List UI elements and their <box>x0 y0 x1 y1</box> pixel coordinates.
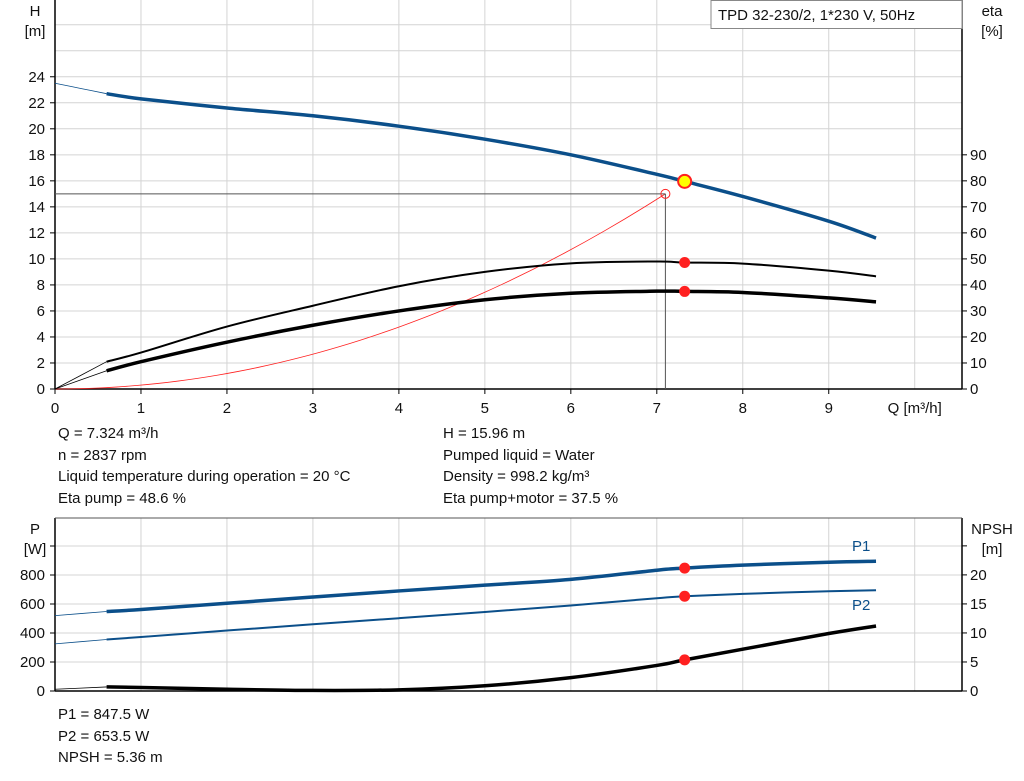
eta-pump-motor-curve <box>106 289 877 373</box>
y-right-axis-label: eta <box>982 3 1004 20</box>
x-tick-label: 0 <box>51 400 59 417</box>
y-left-tick-label: 4 <box>37 329 45 346</box>
y-right-tick-label: 40 <box>970 277 987 294</box>
legend-title: TPD 32-230/2, 1*230 V, 50Hz <box>718 7 915 24</box>
y-right-tick-label: 50 <box>970 251 987 268</box>
y-left-tick-label: 20 <box>28 121 45 138</box>
y-right-tick-label: 0 <box>970 381 978 398</box>
readout-eta-pump-motor: Eta pump+motor = 37.5 % <box>443 489 619 507</box>
eta-pump-curve-extrapolated <box>54 361 107 390</box>
readout-density: Density = 998.2 kg/m³ <box>443 468 590 485</box>
x-tick-label: 7 <box>653 400 661 417</box>
readout-eta-pump: Eta pump = 48.6 % <box>58 489 186 507</box>
y-right-tick-label: 20 <box>970 329 987 346</box>
y-right-tick-label: 5 <box>970 654 978 671</box>
NPSH-curve-extrapolated <box>54 686 107 690</box>
readouts-left: Q = 7.324 m³/h n = 2837 rpm Liquid tempe… <box>58 423 350 509</box>
eta-pump-curve <box>106 260 877 363</box>
power-npsh-chart: 0 200 400 600 800 0 5 10 15 20 P [W] NPSH [m] P1 P2 <box>20 517 1013 700</box>
y-left-tick-label: 0 <box>37 381 45 398</box>
x-axis-label: Q [m³/h] <box>888 400 942 417</box>
y-left-tick-label: 16 <box>28 173 45 190</box>
eta-pump-motor-duty-marker <box>679 285 691 297</box>
x-tick-label: 2 <box>223 400 231 417</box>
requested-point-marker <box>660 188 671 199</box>
y-left-tick-label: 6 <box>37 303 45 320</box>
y-left-tick-label: 22 <box>28 95 45 112</box>
P2-curve-extrapolated <box>54 639 107 645</box>
y-left-tick-label: 24 <box>28 69 45 86</box>
system-curve <box>54 193 666 390</box>
head-efficiency-chart: 0246810121416182022240102030405060708090… <box>25 0 1004 417</box>
y-right-tick-label: 80 <box>970 173 987 190</box>
y-right-tick-label: 0 <box>970 683 978 700</box>
y-right-tick-label: 90 <box>970 147 987 164</box>
P1-duty-marker <box>679 562 691 574</box>
y-left-tick-label: 12 <box>28 225 45 242</box>
y-right-tick-label: 70 <box>970 199 987 216</box>
NPSH-curve <box>106 624 877 693</box>
x-tick-label: 4 <box>395 400 403 417</box>
P2-duty-marker <box>679 590 691 602</box>
readout-temperature: Liquid temperature during operation = 20… <box>58 468 351 485</box>
readout-h: H = 15.96 m <box>443 425 526 442</box>
y-right-tick-label: 30 <box>970 303 987 320</box>
y-left-tick-label: 800 <box>20 567 45 584</box>
readout-npsh: NPSH = 5.36 m <box>58 749 163 766</box>
readout-n: n = 2837 rpm <box>58 446 147 464</box>
y-right-tick-label: 15 <box>970 596 987 613</box>
readout-q: Q = 7.324 m³/h <box>58 425 159 442</box>
H-curve <box>106 91 877 240</box>
eta-pump-duty-marker <box>679 257 691 269</box>
y-right-tick-label: 60 <box>970 225 987 242</box>
x-tick-label: 6 <box>567 400 575 417</box>
y-right-axis-unit: [%] <box>981 23 1003 40</box>
readouts-bottom: P1 = 847.5 W P2 = 653.5 W NPSH = 5.36 m <box>58 704 163 769</box>
eta-pump-motor-curve-extrapolated <box>54 370 107 390</box>
y-right-tick-label: 20 <box>970 567 987 584</box>
y-right-tick-label: 10 <box>970 625 987 642</box>
legend-box: TPD 32-230/2, 1*230 V, 50Hz <box>710 0 963 29</box>
P1-curve <box>106 559 877 614</box>
duty-point-marker <box>677 173 693 189</box>
y-left-tick-label: 18 <box>28 147 45 164</box>
y-right-axis-unit: [m] <box>982 541 1003 558</box>
y-left-axis-label: H <box>30 3 41 20</box>
P2-series-label: P2 <box>852 597 870 614</box>
y-right-axis-label: NPSH <box>971 521 1013 538</box>
y-left-tick-label: 400 <box>20 625 45 642</box>
y-left-axis-unit: [m] <box>25 23 46 40</box>
readout-p2: P2 = 653.5 W <box>58 727 150 745</box>
y-left-tick-label: 8 <box>37 277 45 294</box>
x-tick-label: 5 <box>481 400 489 417</box>
x-tick-label: 3 <box>309 400 317 417</box>
NPSH-duty-marker <box>679 654 691 666</box>
readout-liquid: Pumped liquid = Water <box>443 446 595 464</box>
x-tick-label: 8 <box>739 400 747 417</box>
P1-series-label: P1 <box>852 538 870 555</box>
y-left-axis-label: P <box>30 521 40 538</box>
readout-p1: P1 = 847.5 W <box>58 706 150 723</box>
y-left-tick-label: 600 <box>20 596 45 613</box>
P2-curve <box>106 589 877 641</box>
x-tick-label: 1 <box>137 400 145 417</box>
y-left-tick-label: 14 <box>28 199 45 216</box>
readouts-right: H = 15.96 m Pumped liquid = Water Densit… <box>443 423 618 509</box>
P1-curve-extrapolated <box>54 611 107 616</box>
y-left-tick-label: 200 <box>20 654 45 671</box>
H-curve-extrapolated <box>54 82 107 95</box>
y-left-tick-label: 10 <box>28 251 45 268</box>
x-tick-label: 9 <box>825 400 833 417</box>
y-left-tick-label: 2 <box>37 355 45 372</box>
y-left-tick-label: 0 <box>37 683 45 700</box>
y-right-tick-label: 10 <box>970 355 987 372</box>
y-left-axis-unit: [W] <box>24 541 47 558</box>
